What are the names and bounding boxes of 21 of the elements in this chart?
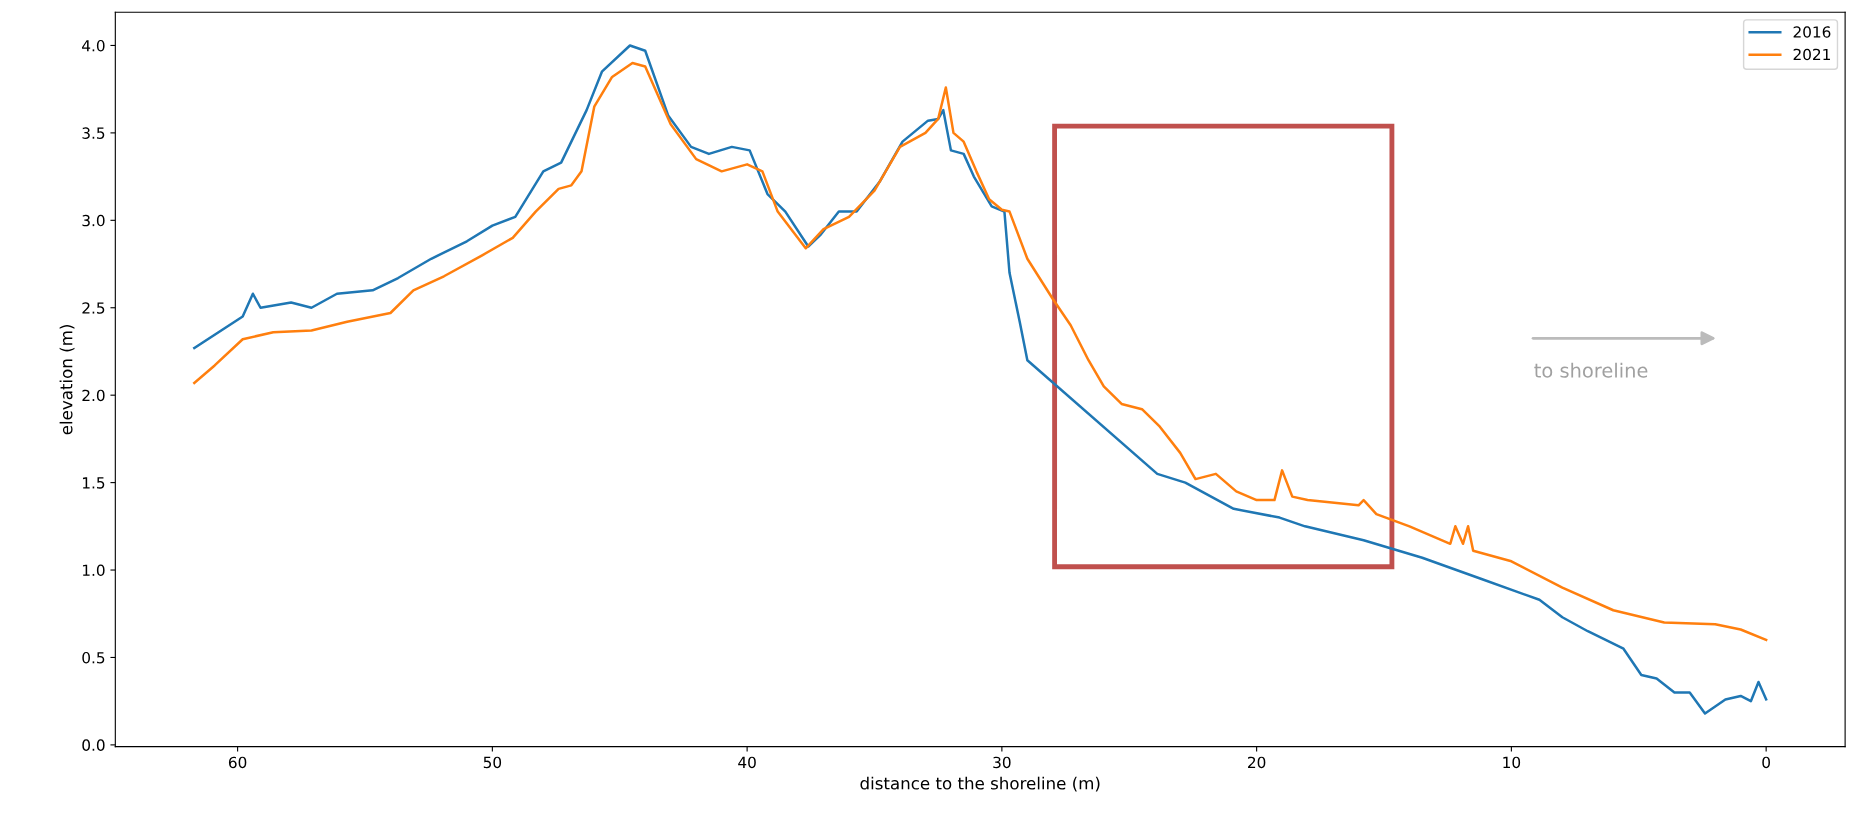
y-tick-label: 0.5 xyxy=(82,651,105,664)
annotation: to shoreline xyxy=(1534,362,1648,378)
y-tick-label: 3.0 xyxy=(82,214,105,227)
y-tick-label: 3.5 xyxy=(82,127,105,139)
y-tick-label: 2.0 xyxy=(82,389,105,402)
y-tick-label: 1.0 xyxy=(82,564,105,577)
y-tick-label: 4.0 xyxy=(82,39,105,52)
x-tick-label: 30 xyxy=(993,756,1011,769)
x-tick-label: 10 xyxy=(1503,756,1521,769)
y-tick-label: 0.0 xyxy=(82,739,105,751)
x-tick-label: 60 xyxy=(228,756,247,769)
x-axis-title: distance to the shoreline (m) xyxy=(860,776,1100,792)
y-tick-label: 1.5 xyxy=(82,477,105,489)
legend-label: 2021 xyxy=(1793,48,1830,61)
x-tick-label: 0 xyxy=(1762,756,1770,769)
y-tick-label: 2.5 xyxy=(82,302,105,314)
y-axis-title: elevation (m) xyxy=(59,325,75,435)
x-tick-label: 40 xyxy=(738,756,756,769)
x-tick-label: 50 xyxy=(483,756,502,769)
x-tick-label: 20 xyxy=(1248,756,1266,769)
legend-label: 2016 xyxy=(1793,26,1831,38)
